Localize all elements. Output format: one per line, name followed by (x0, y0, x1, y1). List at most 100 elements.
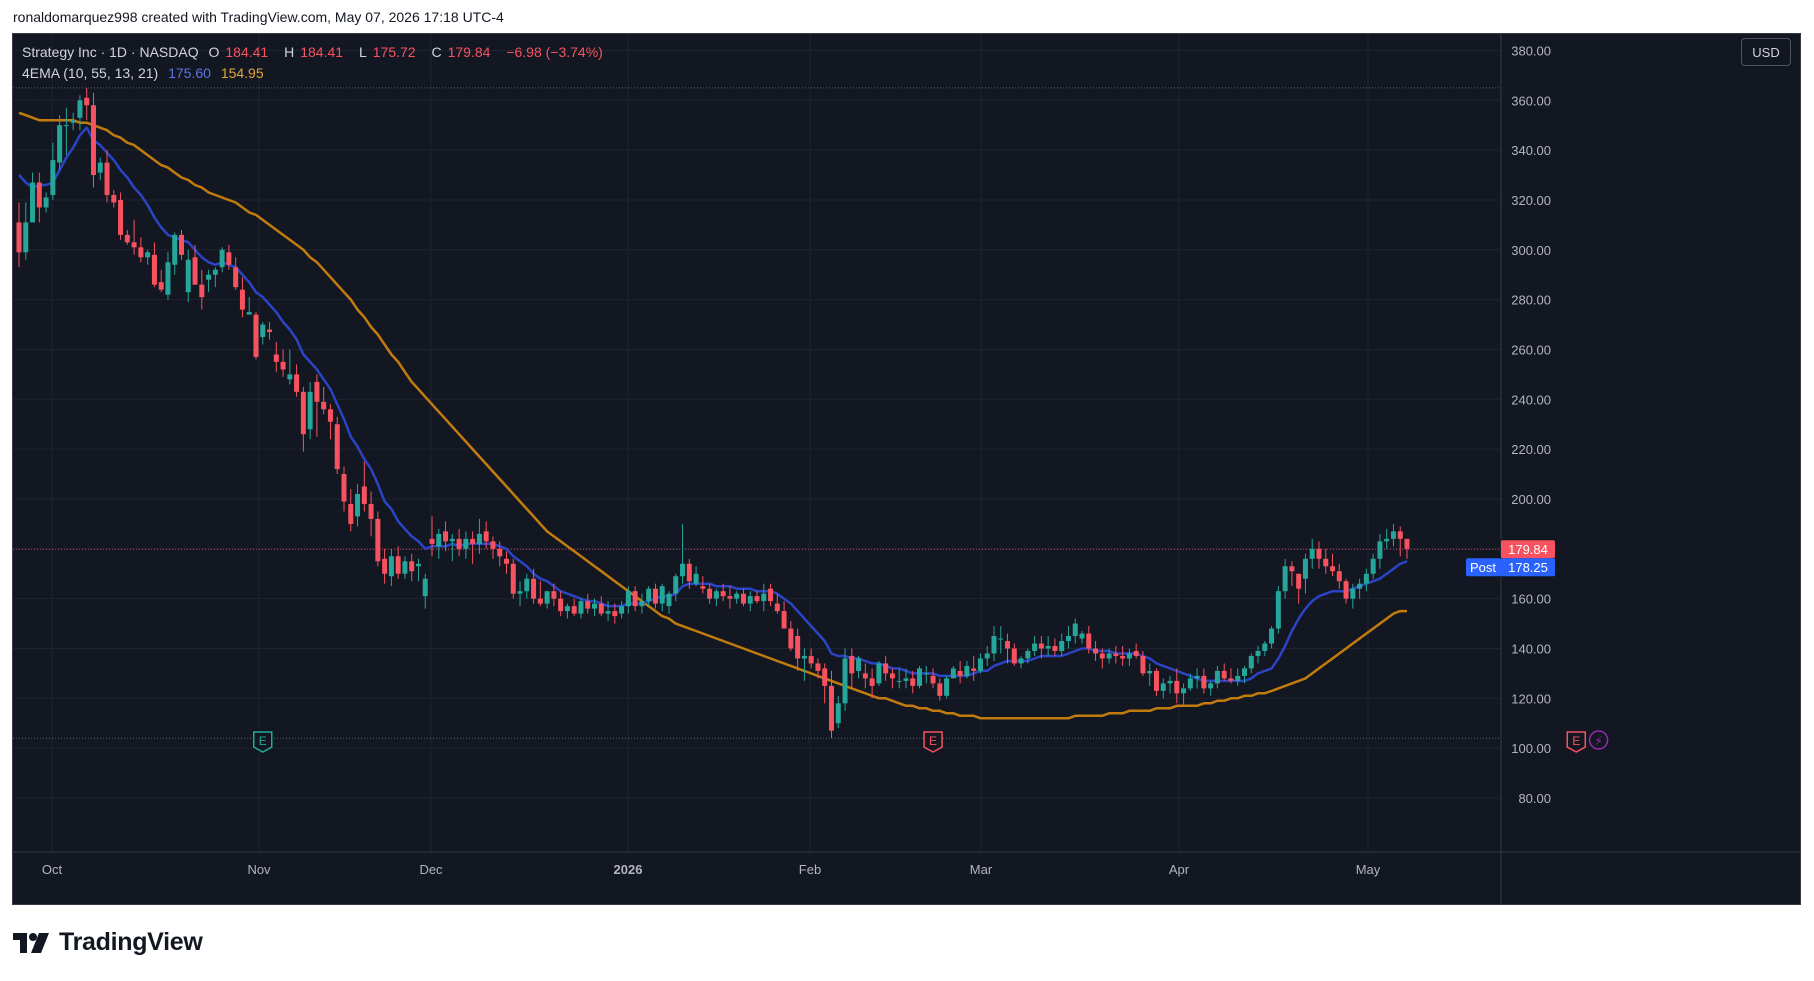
candle (774, 593, 780, 614)
candle-body (1343, 581, 1349, 599)
change-value: −6.98 (−3.74%) (506, 44, 603, 60)
candle-body (1045, 646, 1051, 649)
candle (172, 232, 178, 275)
candle (1167, 675, 1173, 694)
candle (361, 461, 367, 512)
candle (178, 229, 184, 260)
candle-body (172, 234, 178, 265)
candle (747, 591, 753, 612)
earnings-badge (252, 731, 273, 753)
candle (490, 536, 496, 559)
candle-body (1336, 571, 1342, 582)
candle-body (977, 658, 983, 671)
candle-body (1275, 591, 1281, 629)
candle-body (1140, 655, 1146, 674)
candle (1214, 665, 1220, 689)
candle (1011, 643, 1017, 666)
candle-body (585, 601, 591, 609)
candle-body (903, 678, 909, 681)
symbol-label[interactable]: Strategy Inc · 1D · NASDAQ (22, 44, 199, 60)
candle (43, 192, 49, 213)
candle (36, 172, 42, 223)
candle (944, 675, 950, 699)
y-tick-label: 340.00 (1511, 143, 1551, 158)
candle-body (720, 591, 726, 597)
candle (321, 386, 327, 415)
candle-body (497, 548, 503, 557)
candle (957, 660, 963, 684)
candle-body (632, 591, 638, 607)
candle-body (551, 591, 557, 599)
candle (930, 668, 936, 689)
candle (1384, 528, 1390, 549)
candle-body (666, 593, 672, 607)
candle-body (1255, 650, 1261, 656)
candle-body (382, 558, 388, 574)
candle-body (531, 578, 537, 599)
candle-body (1167, 680, 1173, 684)
candle (713, 588, 719, 607)
candle-body (971, 668, 977, 671)
candle-body (673, 576, 679, 594)
indicator-label[interactable]: 4EMA (10, 55, 13, 21) (22, 65, 159, 81)
candle-body (1126, 653, 1132, 659)
candle (1336, 563, 1342, 589)
candle (558, 591, 564, 617)
candle-body (1377, 541, 1383, 559)
candle-body (957, 670, 963, 676)
candle (680, 523, 686, 584)
chart-panel[interactable]: 80.00100.00120.00140.00160.00180.00200.0… (12, 33, 1801, 905)
candle (341, 466, 347, 512)
x-tick-label: May (1356, 862, 1381, 877)
currency-button[interactable]: USD (1741, 38, 1791, 66)
candle-body (463, 538, 469, 549)
price-chart[interactable]: 80.00100.00120.00140.00160.00180.00200.0… (13, 34, 1801, 905)
candle (50, 142, 56, 200)
candle (1397, 526, 1403, 557)
candle-body (90, 105, 96, 176)
candle (1133, 643, 1139, 659)
candle-body (1262, 643, 1268, 651)
last-price-tag-bg (1501, 540, 1555, 559)
tradingview-logo[interactable]: TradingView (13, 928, 203, 957)
legend-indicator-row: 4EMA (10, 55, 13, 21) 175.60 154.95 (22, 63, 609, 84)
candle (666, 591, 672, 614)
candle-body (944, 678, 950, 696)
candle-body (1018, 658, 1024, 664)
candle (192, 244, 198, 285)
candle-body (917, 668, 923, 686)
candle-body (63, 125, 69, 127)
candle (1093, 641, 1099, 661)
candle (436, 528, 442, 559)
candle-body (571, 606, 577, 614)
candle-body (774, 603, 780, 612)
y-tick-label: 80.00 (1518, 791, 1551, 806)
candle (720, 583, 726, 602)
candle-body (639, 601, 645, 607)
candle-body (734, 593, 740, 599)
candle (1025, 648, 1031, 664)
candle (625, 586, 631, 614)
candle-body (1187, 678, 1193, 689)
candle-body (70, 120, 76, 123)
candle-body (564, 606, 570, 612)
candle (16, 202, 22, 268)
candle-body (355, 494, 361, 517)
candle-body (1147, 670, 1153, 674)
x-tick-label: 2026 (614, 862, 643, 877)
candle-body (605, 611, 611, 614)
low-value: L 175.72 (358, 44, 416, 60)
candle (77, 95, 83, 131)
candle-body (111, 194, 117, 203)
candle-body (145, 252, 151, 258)
candle (768, 583, 774, 607)
candle-body (795, 636, 801, 659)
candle (564, 603, 570, 619)
candle-body (1032, 643, 1038, 651)
candle (1045, 636, 1051, 656)
candle (632, 586, 638, 612)
candle-body (253, 314, 259, 357)
candle-body (740, 593, 746, 604)
candle (90, 92, 96, 188)
candle (1275, 586, 1281, 634)
